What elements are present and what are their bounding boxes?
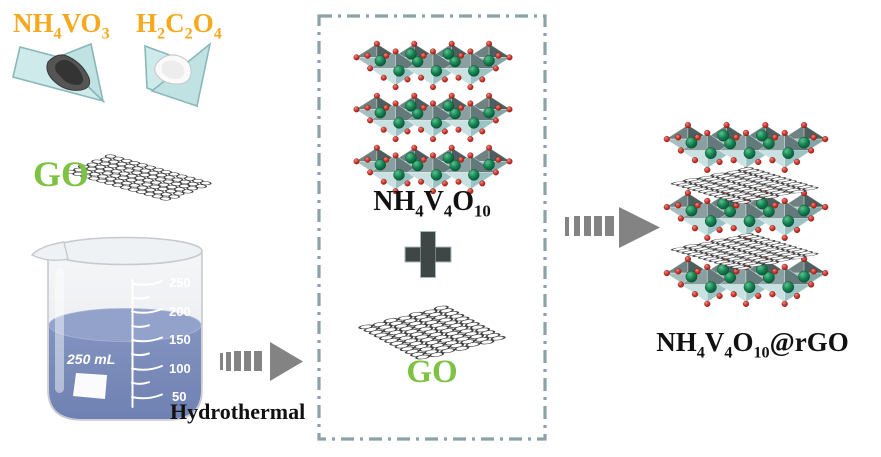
graphene-sheet (358, 305, 506, 360)
graduation-250: 250 (169, 275, 191, 290)
crystal-layer (353, 40, 513, 91)
crystal-layer (663, 121, 829, 173)
weighing-paper-h2c2o4 (144, 41, 212, 108)
beaker-rim (47, 236, 203, 266)
graduation-100: 100 (169, 361, 191, 376)
graduation-150: 150 (169, 332, 191, 347)
graphene-sheet (670, 233, 819, 271)
graduation-200: 200 (169, 304, 191, 319)
graphene-sheet (670, 167, 819, 205)
weighing-paper-nh4vo3 (12, 42, 106, 104)
crystal-layer (663, 255, 829, 307)
go-precursor-label: GO (33, 154, 90, 194)
process-arrow-icon (220, 342, 303, 381)
graduation-scale (131, 279, 163, 408)
crystal-layer (353, 144, 513, 195)
go-in-box-label: GO (406, 354, 458, 390)
plus-icon (404, 231, 452, 278)
beaker (30, 236, 203, 421)
process-label: Hydrothermal (170, 399, 306, 424)
liquid-surface (48, 308, 202, 342)
product-arrow-icon (565, 207, 660, 248)
graphene-sheet (64, 154, 212, 201)
reagent2-label: H2C2O4 (136, 8, 222, 43)
beaker-spout (30, 241, 69, 262)
dashed-box (317, 14, 547, 441)
crystal-layer (353, 92, 513, 143)
beaker-volume-label: 250 mL (67, 351, 116, 367)
reagent1-label: NH4VO3 (13, 8, 110, 43)
product-label: NH4V4O10@rGO (656, 327, 849, 362)
generated-structures (64, 40, 829, 360)
graduation-50: 50 (172, 389, 187, 404)
intermediate-label: NH4V4O10 (373, 186, 491, 221)
beaker-sticker (73, 373, 107, 399)
